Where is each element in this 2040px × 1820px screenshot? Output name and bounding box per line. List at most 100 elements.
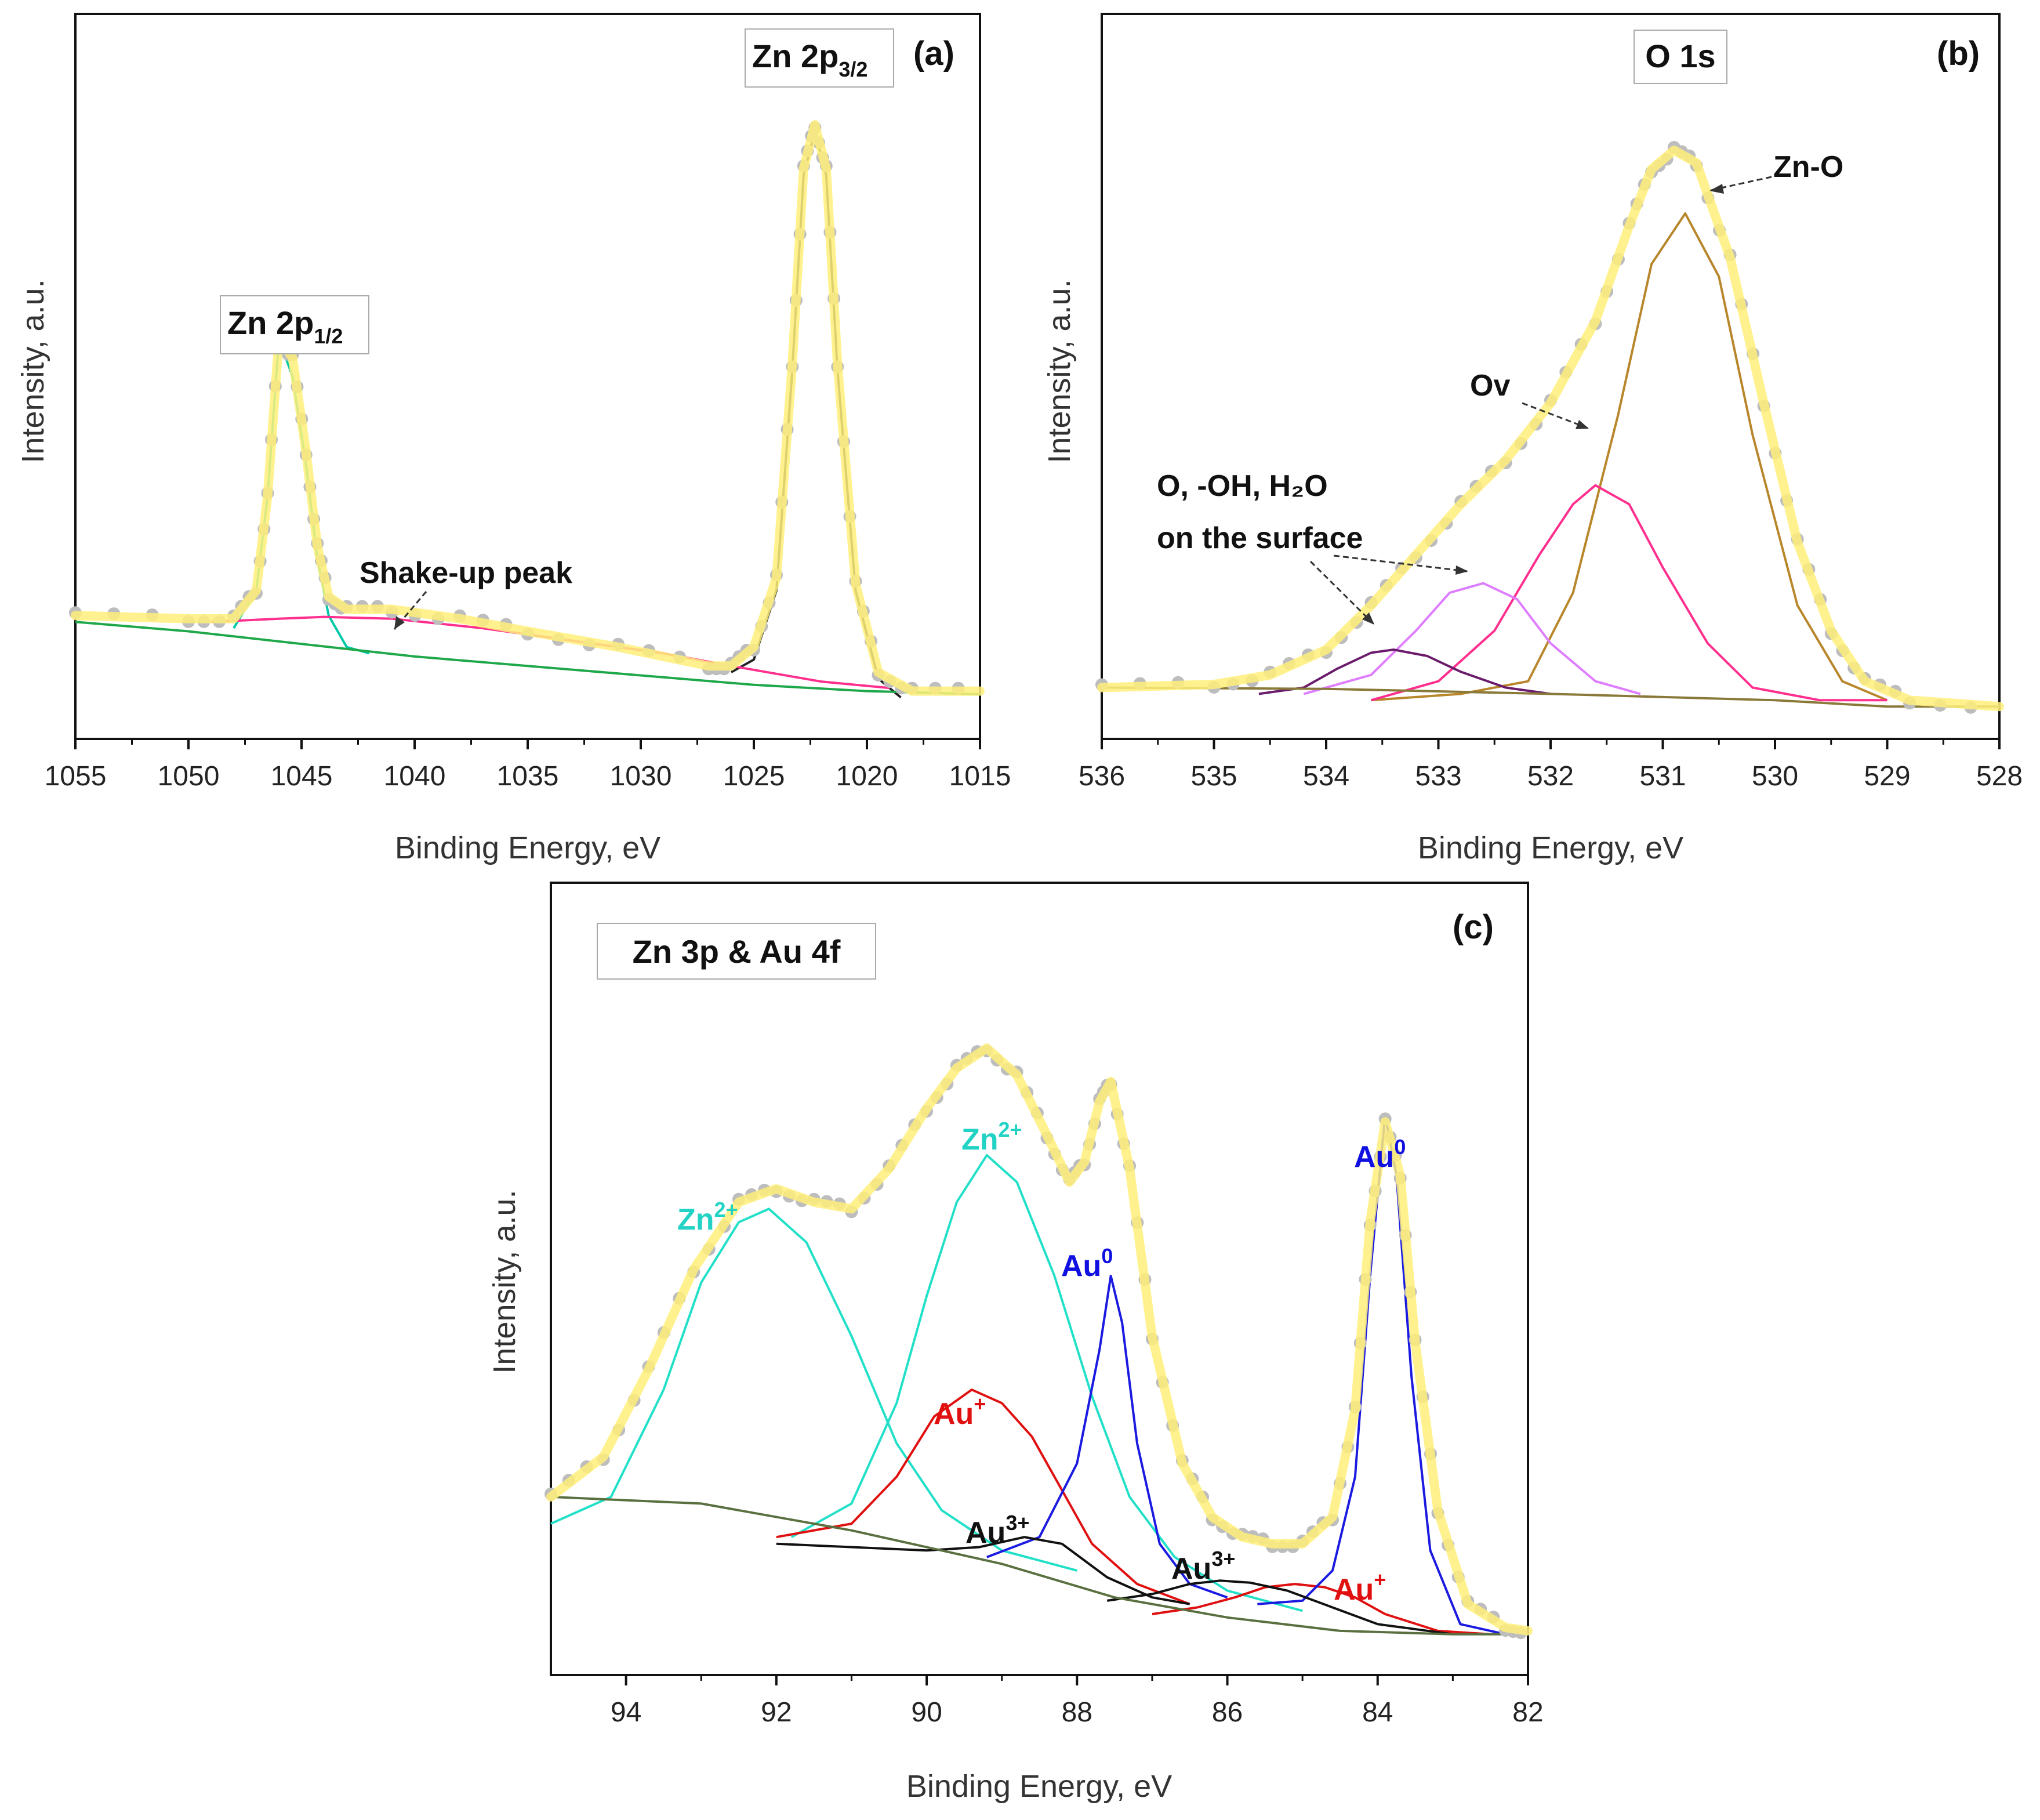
peak-label-au-3-7: Au3+ bbox=[1171, 1547, 1235, 1586]
arrow-zn-o bbox=[1709, 176, 1772, 194]
x-tick-label: 1015 bbox=[949, 761, 1011, 792]
x-tick-label: 532 bbox=[1527, 761, 1574, 792]
panel-c-curves bbox=[545, 1043, 1533, 1640]
x-tick-label: 1030 bbox=[610, 761, 672, 792]
panel-c-series-au-89-4-ev-2 bbox=[776, 1388, 1190, 1605]
panel-c-series-zn-3p-89-2-ev-1 bbox=[790, 1154, 1303, 1612]
peak-label-main: Au bbox=[934, 1397, 974, 1431]
peak-label-au-5: Au+ bbox=[1334, 1568, 1386, 1607]
peak-label-zn2p-half: Zn 2p1/2 bbox=[220, 295, 369, 354]
peak-label-au-0-3: Au0 bbox=[1354, 1135, 1406, 1174]
panel-c-xlabel: Binding Energy, eV bbox=[906, 1769, 1172, 1804]
x-tick-label: 529 bbox=[1864, 761, 1910, 792]
panel-a-letter: (a) bbox=[913, 35, 954, 72]
peak-label-zn2p-threehalf-box bbox=[745, 28, 894, 88]
panel-a-zn2p: 1055 1050 1045 1040 1035 1030 1025 1020 1015 (a)… bbox=[16, 13, 1011, 865]
peak-label-zn2p-half-main: Zn 2p bbox=[227, 304, 314, 341]
x-tick-label: 94 bbox=[611, 1697, 641, 1728]
peak-label-zn2p-threehalf: Zn 2p3/2 bbox=[745, 28, 894, 88]
peak-label-main: Au bbox=[1061, 1249, 1101, 1283]
peak-label-zn2p-half-box bbox=[220, 295, 369, 354]
title-box-zn3p-au4f-frame bbox=[597, 923, 876, 980]
panel-c-zn3p-au4f: 94 92 90 88 86 84 82 (c) Binding Energy, eV In… bbox=[487, 882, 1544, 1804]
panel-b-o1s: 536 535 534 533 532 531 530 529 528 (b) Binding … bbox=[1042, 13, 2023, 865]
panel-b-letter: (b) bbox=[1937, 35, 1980, 72]
x-tick-label: 1055 bbox=[45, 761, 107, 792]
panel-a-x-axis: 1055 1050 1045 1040 1035 1030 1025 1020 1015 bbox=[45, 739, 1011, 792]
x-tick-label: 1035 bbox=[497, 761, 559, 792]
peak-label-main: Zn bbox=[961, 1123, 999, 1156]
x-tick-label: 88 bbox=[1062, 1697, 1092, 1728]
peak-label-superscript: 3+ bbox=[1211, 1547, 1235, 1571]
peak-label-zn2p-threehalf-text: Zn 2p3/2 bbox=[752, 38, 867, 81]
x-tick-label: 530 bbox=[1752, 761, 1798, 792]
peak-label-au-4: Au+ bbox=[934, 1392, 986, 1431]
x-tick-label: 1040 bbox=[384, 761, 446, 792]
panel-a-ylabel: Intensity, a.u. bbox=[16, 279, 50, 463]
peak-label-au-0-2: Au0 bbox=[1061, 1244, 1113, 1283]
title-box-o1s-text: O 1s bbox=[1645, 38, 1715, 74]
panel-a-series-background-3 bbox=[75, 621, 981, 695]
title-box-zn3p-au4f-text: Zn 3p & Au 4f bbox=[633, 933, 841, 970]
peak-label-zn2p-half-sub: 1/2 bbox=[314, 324, 343, 348]
arrow-surface-2 bbox=[1309, 560, 1374, 625]
panel-c-series-au-85-1-ev-3 bbox=[1152, 1583, 1491, 1636]
panel-b-envelope-line bbox=[1097, 146, 2004, 712]
arrow-surface-1 bbox=[1333, 554, 1468, 575]
panel-b-series-adsorbed-species-3 bbox=[1258, 648, 1551, 695]
panel-c-ylabel: Intensity, a.u. bbox=[487, 1190, 522, 1373]
arrow-ov bbox=[1522, 402, 1589, 429]
panel-b-x-axis: 536 535 534 533 532 531 530 529 528 bbox=[1079, 739, 2023, 792]
x-tick-label: 1045 bbox=[271, 761, 333, 792]
peak-label-superscript: + bbox=[974, 1392, 986, 1416]
peak-label-superscript: 0 bbox=[1101, 1244, 1113, 1268]
title-box-zn3p-au4f: Zn 3p & Au 4f bbox=[597, 923, 876, 980]
annotation-zn-o: Zn-O bbox=[1773, 150, 1843, 184]
peak-label-zn-2-1: Zn2+ bbox=[961, 1118, 1022, 1156]
x-tick-label: 528 bbox=[1976, 761, 2023, 792]
panel-c-frame bbox=[550, 882, 1529, 1676]
panel-c-series-au3-86-1-ev-7 bbox=[1106, 1579, 1453, 1636]
annotation-shake-up: Shake-up peak bbox=[360, 556, 572, 590]
x-tick-label: 92 bbox=[761, 1697, 792, 1728]
panel-b-series-ov-1 bbox=[1370, 484, 1887, 702]
panel-a-curves bbox=[69, 120, 985, 699]
arrow-shake-up bbox=[393, 591, 427, 630]
peak-label-main: Au bbox=[965, 1516, 1006, 1550]
panel-c-series-background-8 bbox=[550, 1495, 1528, 1636]
panel-c-series-au3-88-7-ev-6 bbox=[776, 1536, 1190, 1605]
x-tick-label: 536 bbox=[1079, 761, 1125, 792]
peak-label-superscript: + bbox=[1374, 1568, 1386, 1591]
peak-label-superscript: 2+ bbox=[999, 1118, 1022, 1141]
panel-b-series-surface-o-oh-h2o-2 bbox=[1303, 582, 1641, 695]
peak-label-superscript: 2+ bbox=[714, 1198, 738, 1221]
peak-label-zn2p-threehalf-main: Zn 2p bbox=[752, 38, 838, 74]
peak-label-main: Au bbox=[1334, 1573, 1374, 1607]
peak-label-main: Au bbox=[1354, 1140, 1394, 1174]
panel-c-series-zn-3p-92-0-ev-0 bbox=[550, 1208, 1077, 1572]
peak-label-main: Zn bbox=[677, 1203, 714, 1237]
peak-label-zn2p-threehalf-sub: 3/2 bbox=[838, 57, 867, 81]
x-tick-label: 531 bbox=[1639, 761, 1686, 792]
x-tick-label: 533 bbox=[1415, 761, 1461, 792]
panel-a-xlabel: Binding Energy, eV bbox=[395, 831, 660, 865]
x-tick-label: 1020 bbox=[836, 761, 898, 792]
peak-label-main: Au bbox=[1171, 1552, 1211, 1586]
panel-b-series-zn-o-0 bbox=[1371, 212, 1888, 702]
x-tick-label: 86 bbox=[1212, 1697, 1243, 1728]
x-tick-label: 534 bbox=[1303, 761, 1349, 792]
peak-label-au-3-6: Au3+ bbox=[965, 1511, 1029, 1550]
panel-c-letter: (c) bbox=[1453, 908, 1494, 946]
annotation-on-surface: on the surface bbox=[1157, 521, 1363, 555]
x-tick-label: 1025 bbox=[723, 761, 785, 792]
peak-label-superscript: 3+ bbox=[1006, 1511, 1029, 1535]
peak-label-superscript: 0 bbox=[1394, 1135, 1406, 1159]
panel-c-series-au0-4f5-2-4 bbox=[986, 1274, 1228, 1599]
panel-b-curves bbox=[1095, 141, 2004, 714]
peak-label-zn-2-0: Zn2+ bbox=[677, 1198, 738, 1237]
x-tick-label: 82 bbox=[1512, 1697, 1543, 1728]
panel-b-frame bbox=[1101, 13, 2001, 740]
panel-b-xlabel: Binding Energy, eV bbox=[1418, 831, 1683, 865]
